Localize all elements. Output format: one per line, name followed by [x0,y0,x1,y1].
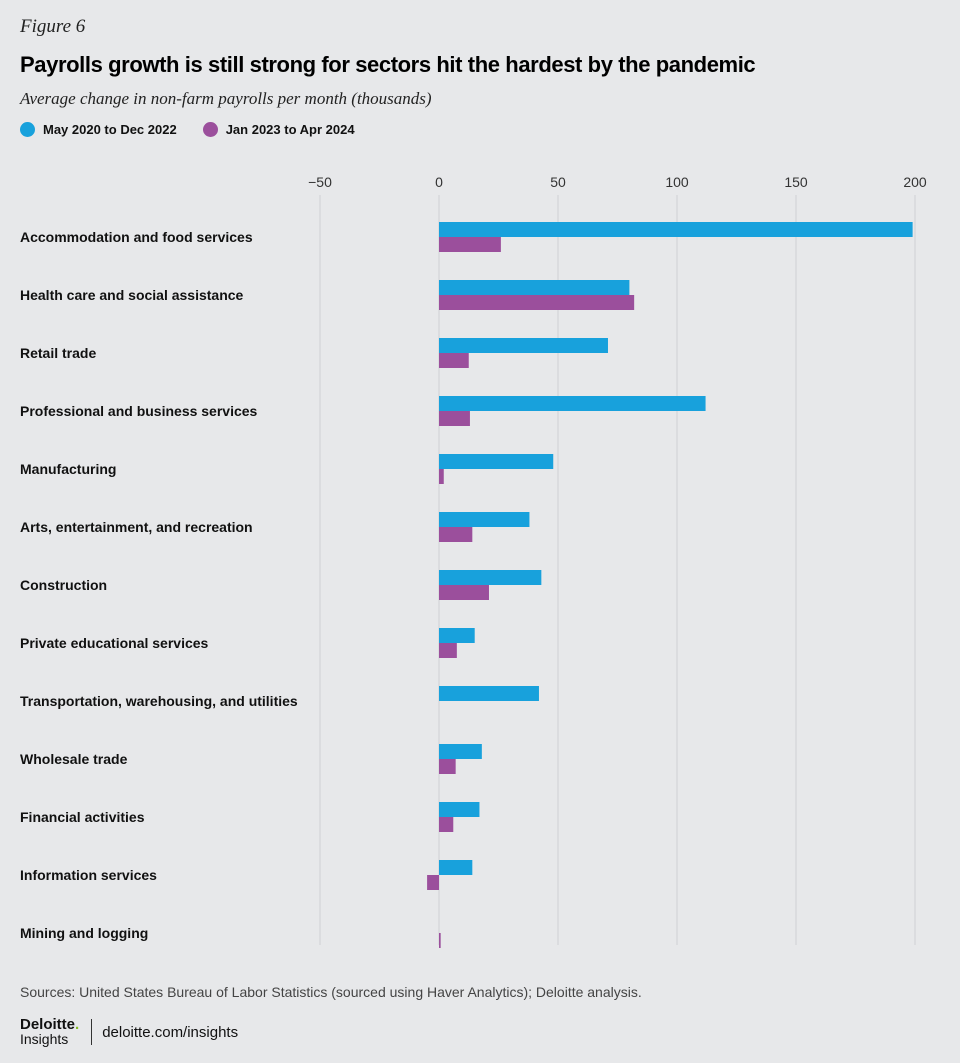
bar-series2 [439,585,489,600]
bar-series2 [439,643,457,658]
bar-series1 [439,454,554,469]
bar-series1 [439,570,542,585]
bar-series2 [439,817,454,832]
legend: May 2020 to Dec 2022 Jan 2023 to Apr 202… [20,122,355,137]
category-label: Information services [20,867,157,883]
x-tick-label: 50 [550,174,566,190]
legend-swatch-series1 [20,122,35,137]
bar-series2 [439,527,473,542]
footer: Deloitte. Insights deloitte.com/insights [20,1016,239,1047]
chart-title: Payrolls growth is still strong for sect… [20,52,756,77]
bar-series1 [439,628,475,643]
x-tick-label: 0 [435,174,443,190]
deloitte-logo: Deloitte. Insights [20,1016,80,1047]
legend-label: Jan 2023 to Apr 2024 [225,122,355,137]
bar-series2 [439,469,444,484]
bar-series1 [439,338,608,353]
bar-series1 [439,222,913,237]
legend-item-series1: May 2020 to Dec 2022 [20,122,177,137]
bar-series1 [439,396,706,411]
category-label: Health care and social assistance [20,287,244,303]
bar-series2 [439,353,469,368]
category-label: Retail trade [20,345,96,361]
legend-swatch-series2 [202,122,218,137]
category-label: Wholesale trade [20,751,128,767]
bar-series1 [439,860,473,875]
x-tick-label: 100 [665,174,689,190]
bar-series2 [439,295,635,310]
legend-label: May 2020 to Dec 2022 [43,122,177,137]
category-label: Private educational services [20,635,209,651]
bar-series2 [439,759,456,774]
bar-series1 [439,686,539,701]
legend-item-series2: Jan 2023 to Apr 2024 [202,122,355,137]
source-note: Sources: United States Bureau of Labor S… [20,984,642,1000]
x-tick-label: 150 [784,174,808,190]
category-label: Construction [20,577,107,593]
divider [91,1019,93,1045]
category-label: Arts, entertainment, and recreation [20,519,253,535]
bar-series2 [427,875,439,890]
bar-series2 [439,237,501,252]
category-label: Financial activities [20,809,145,825]
x-tick-label: 200 [903,174,927,190]
bar-series1 [439,280,630,295]
bar-series1 [439,744,482,759]
chart-subtitle: Average change in non-farm payrolls per … [20,89,432,108]
category-label: Professional and business services [20,403,258,419]
bar-series2 [439,933,441,948]
bar-series2 [439,411,470,426]
category-label: Manufacturing [20,461,116,477]
category-label: Accommodation and food services [20,229,253,245]
bar-series1 [439,512,530,527]
category-label: Transportation, warehousing, and utiliti… [20,693,298,709]
footer-link[interactable]: deloitte.com/insights [102,1023,239,1041]
category-label: Mining and logging [20,925,148,941]
x-tick-label: −50 [308,174,332,190]
figure-label: Figure 6 [20,16,86,37]
bar-series1 [439,802,480,817]
